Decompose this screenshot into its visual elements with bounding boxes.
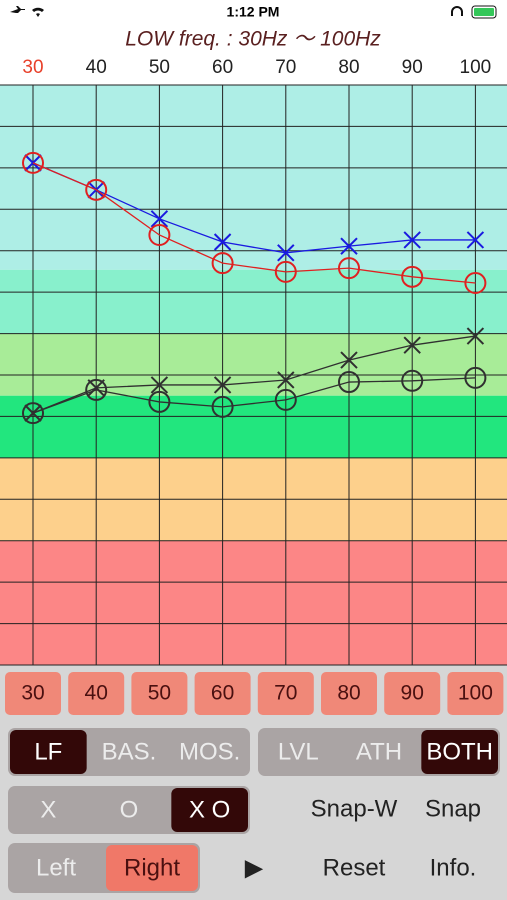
- x-tick-label: 90: [402, 57, 423, 78]
- marker-o: [338, 371, 360, 394]
- segment-label: LF: [34, 738, 62, 765]
- freq-button-label: 80: [337, 682, 360, 705]
- marker-o: [148, 390, 171, 413]
- x-tick-label: 80: [338, 57, 359, 78]
- marker-o: [22, 402, 44, 425]
- marker-x: [150, 210, 169, 228]
- freq-button-label: 60: [211, 682, 234, 705]
- marker-x: [466, 327, 485, 345]
- freq-button-label: 50: [148, 682, 171, 705]
- marker-o: [85, 178, 108, 201]
- freq-button-label: 30: [21, 682, 44, 705]
- airplane-icon: [10, 6, 25, 13]
- segment-label: ATH: [356, 738, 402, 765]
- marker-o: [464, 366, 487, 389]
- headphone-icon: [451, 6, 463, 16]
- segment-selected[interactable]: [421, 730, 498, 774]
- freq-button-label: 100: [458, 682, 493, 705]
- marker-x: [213, 376, 232, 394]
- marker-o: [401, 265, 424, 288]
- freq-button[interactable]: [384, 672, 441, 715]
- freq-button-label: 40: [85, 682, 108, 705]
- marker-x: [466, 231, 485, 249]
- marker-x: [277, 244, 295, 262]
- freq-button[interactable]: [447, 672, 504, 715]
- level-band: [0, 85, 507, 270]
- segment-label: X O: [189, 796, 230, 823]
- freq-button[interactable]: [257, 672, 314, 715]
- snap-button[interactable]: Snap: [425, 795, 481, 822]
- marker-o: [211, 395, 234, 418]
- snap-w-button[interactable]: Snap-W: [311, 795, 398, 822]
- marker-o: [274, 388, 297, 411]
- segment-label: MOS.: [179, 738, 240, 765]
- x-tick-label: 60: [212, 57, 233, 78]
- marker-o: [211, 252, 234, 275]
- battery-level: [474, 8, 494, 16]
- marker-o: [464, 272, 487, 295]
- marker-o: [274, 260, 297, 283]
- wifi-icon: [32, 7, 44, 18]
- screen-title: LOW freq. : 30Hz 〜 100Hz: [125, 28, 381, 51]
- status-time: 1:12 PM: [227, 4, 280, 20]
- marker-o: [85, 378, 108, 401]
- freq-button[interactable]: [5, 672, 61, 715]
- marker-x: [277, 371, 295, 389]
- marker-x: [213, 233, 232, 251]
- segment-label: O: [120, 796, 139, 823]
- freq-button[interactable]: [131, 672, 188, 715]
- segment-label: Left: [36, 854, 76, 881]
- segment-selected[interactable]: [171, 788, 248, 832]
- info-button[interactable]: Info.: [430, 854, 477, 881]
- marker-o: [401, 369, 424, 392]
- battery-icon: [471, 5, 497, 19]
- segment-selected[interactable]: [10, 730, 87, 774]
- segment-selected[interactable]: [106, 845, 198, 891]
- segment-label: LVL: [278, 738, 319, 765]
- segment-label: Right: [124, 854, 180, 881]
- freq-button-label: 70: [274, 682, 297, 705]
- marker-o: [22, 151, 44, 174]
- level-band: [0, 540, 507, 665]
- freq-button-label: 90: [401, 682, 424, 705]
- marker-x: [340, 237, 358, 255]
- level-band: [0, 395, 507, 458]
- freq-button[interactable]: [194, 672, 251, 715]
- marker-o: [338, 257, 360, 280]
- x-tick-label: 100: [460, 57, 492, 78]
- x-tick-label: 40: [86, 57, 107, 78]
- marker-x: [150, 376, 169, 394]
- marker-x: [403, 336, 421, 354]
- freq-button[interactable]: [321, 672, 377, 715]
- marker-x: [403, 231, 421, 249]
- reset-button[interactable]: Reset: [323, 854, 386, 881]
- x-tick-label: 50: [149, 57, 170, 78]
- segment-label: BAS.: [102, 738, 157, 765]
- x-tick-label: 70: [275, 57, 296, 78]
- marker-x: [340, 351, 358, 369]
- segment-label: X: [40, 796, 56, 823]
- status-icons: [10, 5, 497, 19]
- play-button[interactable]: ▶: [245, 854, 264, 881]
- segment-label: BOTH: [426, 738, 493, 765]
- freq-button[interactable]: [68, 672, 125, 715]
- series-line: [32, 162, 476, 254]
- level-band: [0, 269, 507, 334]
- x-tick-label: 30: [22, 57, 43, 78]
- marker-o: [148, 223, 171, 246]
